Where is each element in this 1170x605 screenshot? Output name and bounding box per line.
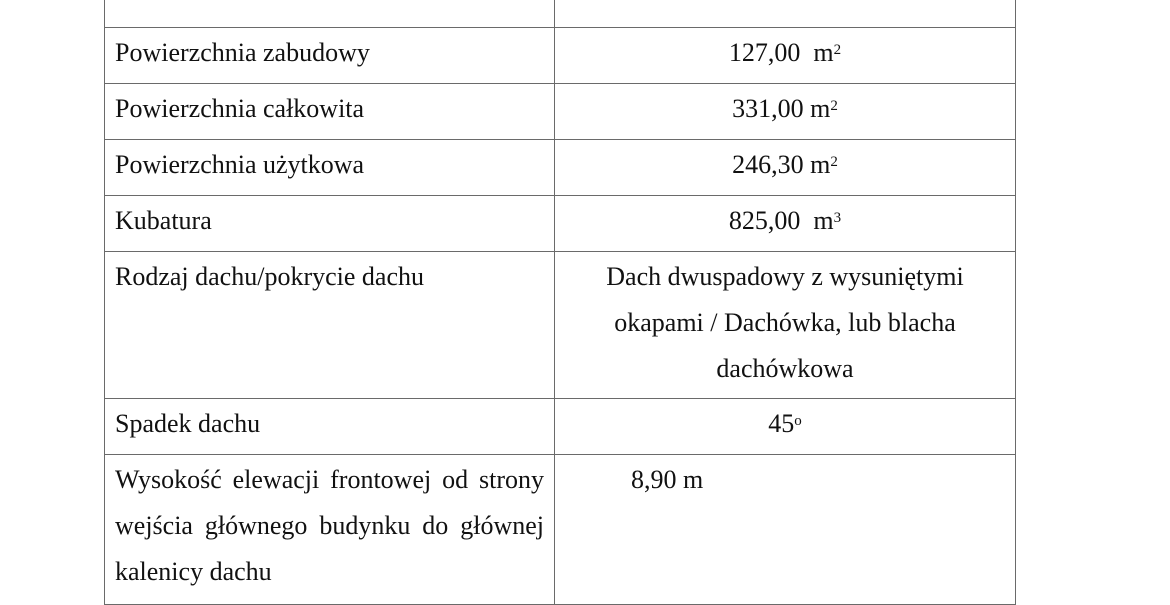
row-label: Kubatura: [104, 195, 555, 252]
row-label: Rodzaj dachu/pokrycie dachu: [104, 251, 555, 399]
row-label: Powierzchnia całkowita: [104, 83, 555, 140]
table-row: Powierzchnia zabudowy 127,00 m2: [104, 27, 1016, 84]
unit-exponent: 2: [830, 154, 838, 170]
value-text: 45: [768, 409, 795, 438]
row-label: Powierzchnia zabudowy: [104, 27, 555, 84]
row-value: 8,90 m: [554, 454, 1016, 605]
row-value: 45o: [554, 398, 1016, 455]
value-text: 127,00 m: [728, 38, 834, 67]
table-row: Kubatura 825,00 m3: [104, 195, 1016, 252]
value-text: 331,00 m: [732, 94, 831, 123]
row-label: Spadek dachu: [104, 398, 555, 455]
unit-exponent: 2: [830, 98, 838, 114]
row-value: 825,00 m3: [554, 195, 1016, 252]
row-value: 331,00 m2: [554, 83, 1016, 140]
unit-exponent: 3: [833, 210, 842, 226]
row-label: [104, 0, 555, 28]
row-value: 127,00 m2: [554, 27, 1016, 84]
row-value: [554, 0, 1016, 28]
building-parameters-table: Powierzchnia zabudowy 127,00 m2 Powierzc…: [104, 0, 1016, 605]
row-label: Powierzchnia użytkowa: [104, 139, 555, 196]
row-value: 246,30 m2: [554, 139, 1016, 196]
value-text: 246,30 m: [732, 150, 831, 179]
row-label: Wysokość elewacji frontowej od strony we…: [104, 454, 555, 605]
table-row: Rodzaj dachu/pokrycie dachu Dach dwuspad…: [104, 251, 1016, 399]
table-row: [104, 0, 1016, 28]
degree-sign: o: [794, 413, 802, 429]
unit-exponent: 2: [833, 42, 842, 58]
table-row: Powierzchnia całkowita 331,00 m2: [104, 83, 1016, 140]
value-text: 825,00 m: [728, 206, 834, 235]
table-row: Spadek dachu 45o: [104, 398, 1016, 455]
table-row: Powierzchnia użytkowa 246,30 m2: [104, 139, 1016, 196]
row-value: Dach dwuspadowy z wysuniętymi okapami / …: [554, 251, 1016, 399]
table-row: Wysokość elewacji frontowej od strony we…: [104, 454, 1016, 605]
